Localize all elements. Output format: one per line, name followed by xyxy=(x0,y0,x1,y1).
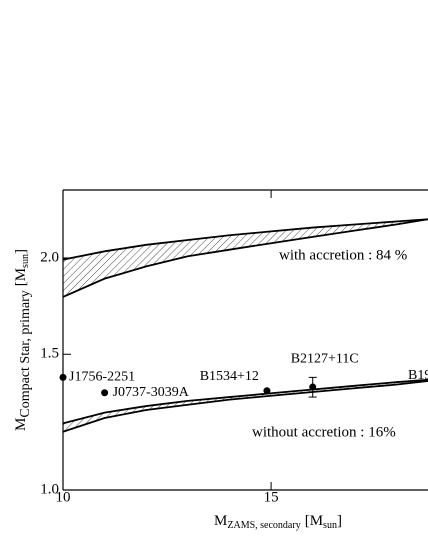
y-axis-label: MCompact Star, primary [Msun] xyxy=(13,249,33,431)
point-label: J1756-2251 xyxy=(69,370,135,385)
band-lower xyxy=(62,380,428,433)
y-tick-label: 2.0 xyxy=(40,249,59,265)
band-label: with accretion : 84 % xyxy=(279,247,407,263)
point xyxy=(309,383,317,391)
band-upper xyxy=(62,218,428,261)
x-label-unit-sub: sun xyxy=(323,520,337,531)
band-lower xyxy=(62,218,428,298)
band-label-bg xyxy=(250,423,428,443)
x-label-sub: ZAMS, secondary xyxy=(227,520,300,531)
x-label-main: M xyxy=(214,513,227,529)
y-tick-label: 1.5 xyxy=(40,346,59,362)
annotation: B19 xyxy=(408,368,428,383)
y-label-main: M xyxy=(13,418,29,431)
point-label: J0737-3039A xyxy=(113,385,190,400)
y-label-sub: Compact Star, primary xyxy=(18,290,33,417)
band-label: without accretion : 16% xyxy=(252,424,396,440)
y-label-close: ] xyxy=(13,249,29,254)
y-tick-label: 1.0 xyxy=(40,481,59,497)
point xyxy=(101,389,109,397)
band-upper xyxy=(62,378,428,425)
x-label-unit: [M xyxy=(305,513,323,529)
point-label: B2127+11C xyxy=(291,351,359,366)
point-label: B1534+12 xyxy=(200,369,259,384)
y-label-unit: [M xyxy=(13,268,29,286)
point xyxy=(59,373,67,381)
frame xyxy=(62,189,428,491)
band-area xyxy=(63,219,428,297)
y-label-unit-sub: sun xyxy=(20,254,31,268)
x-axis-label: MZAMS, secondary [Msun] xyxy=(214,513,342,531)
band-label-bg xyxy=(277,246,428,266)
x-tick-label: 15 xyxy=(264,489,279,505)
point xyxy=(263,387,271,395)
x-label-close: ] xyxy=(337,513,342,529)
x-tick-label: 10 xyxy=(56,489,71,505)
